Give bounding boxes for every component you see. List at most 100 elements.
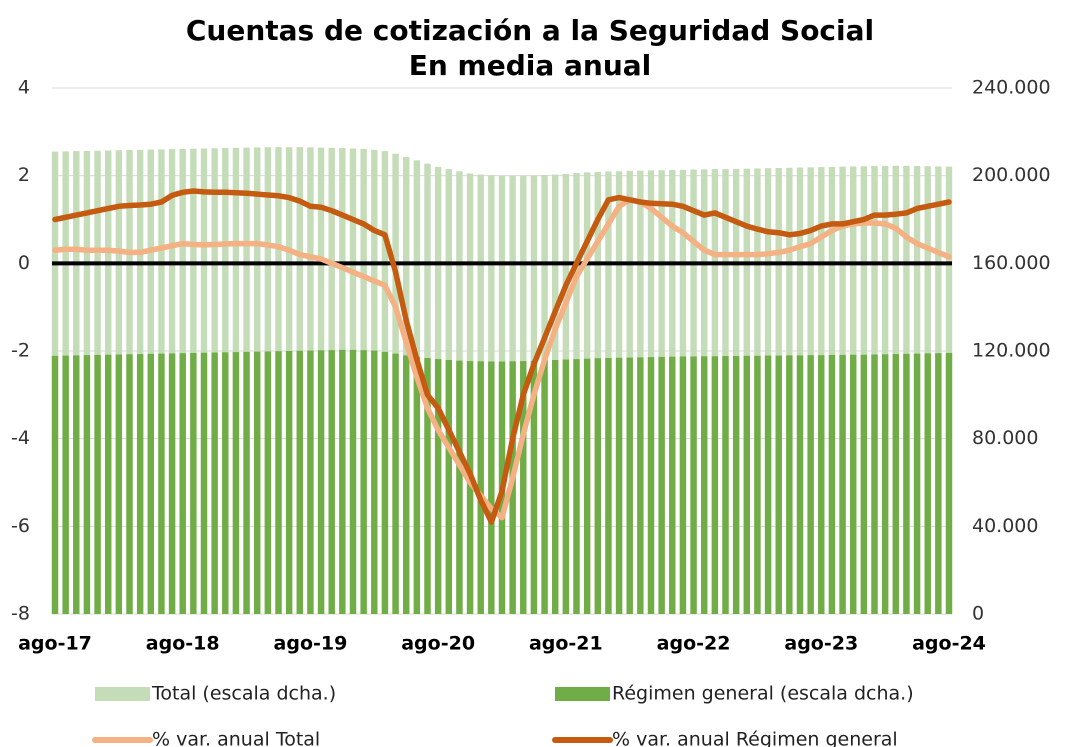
bar (711, 356, 719, 614)
bar (73, 355, 80, 614)
x-tick-label: ago-19 (274, 633, 348, 655)
bar (701, 356, 708, 614)
bar (307, 350, 314, 614)
bar (403, 355, 410, 614)
bar (254, 351, 261, 614)
bar (860, 354, 868, 614)
bar (371, 350, 378, 614)
y-tick-label: 0 (18, 252, 30, 274)
bar (573, 359, 580, 614)
x-tick-label: ago-17 (18, 633, 92, 655)
bar (828, 354, 836, 614)
bar (445, 359, 452, 614)
x-tick-label: ago-20 (401, 633, 475, 655)
y-tick-label: 4 (18, 77, 30, 99)
y2-tick-label: 0 (972, 603, 984, 625)
bar (232, 352, 240, 614)
bar (285, 351, 293, 614)
bar (850, 354, 857, 614)
bar (807, 355, 814, 614)
bar (413, 356, 421, 614)
bar (83, 355, 91, 614)
y-tick-label: -2 (11, 340, 30, 362)
legend-label: Total (escala dcha.) (151, 683, 336, 705)
x-tick-label: ago-22 (657, 633, 731, 655)
y-tick-label: -6 (11, 515, 30, 537)
bar (456, 360, 463, 614)
bar (626, 357, 633, 614)
bar (488, 361, 495, 614)
x-tick-label: ago-23 (784, 633, 858, 655)
bar (913, 353, 921, 614)
legend-swatch (555, 687, 610, 701)
y2-tick-label: 40.000 (972, 515, 1038, 537)
chart-subtitle: En media anual (409, 49, 652, 82)
line (52, 197, 952, 521)
y-tick-label: 2 (18, 164, 30, 186)
legend-swatch (95, 687, 150, 701)
bar (871, 354, 878, 614)
bar (158, 353, 165, 614)
bar (562, 359, 570, 614)
bar (669, 356, 676, 614)
chart-title: Cuentas de cotización a la Seguridad Soc… (186, 14, 874, 47)
bar (786, 355, 793, 614)
y-tick-label: -4 (11, 427, 30, 449)
bar (136, 354, 144, 614)
bar (168, 353, 176, 614)
bar (434, 359, 442, 614)
bar (520, 361, 527, 614)
bar (647, 357, 655, 614)
bar (222, 352, 229, 614)
x-tick-label: ago-18 (146, 633, 220, 655)
bar (605, 358, 612, 614)
x-tick-label: ago-21 (529, 633, 603, 655)
bar (839, 354, 846, 614)
y2-tick-label: 200.000 (972, 164, 1051, 186)
bar (179, 353, 186, 614)
bar (328, 350, 335, 614)
bar (126, 354, 133, 614)
bar (190, 352, 197, 614)
bar (583, 358, 591, 614)
bar (349, 349, 357, 614)
bar (690, 356, 697, 614)
y2-tick-label: 160.000 (972, 252, 1051, 274)
bar (615, 357, 623, 614)
y2-tick-label: 120.000 (972, 340, 1051, 362)
bar (392, 353, 399, 614)
bar (115, 354, 123, 614)
bar (243, 351, 250, 614)
bar (541, 360, 548, 614)
legend-label: % var. anual Total (152, 729, 320, 747)
bar (530, 360, 538, 614)
bar (200, 352, 208, 614)
bar (339, 349, 346, 614)
y2-tick-label: 240.000 (972, 77, 1051, 99)
bar (775, 355, 782, 614)
bar (722, 356, 729, 614)
x-tick-label: ago-24 (912, 633, 986, 655)
bar (381, 351, 389, 614)
bar (892, 354, 899, 614)
bar (552, 359, 559, 614)
bar (637, 357, 644, 614)
bar (466, 361, 474, 614)
legend-label: % var. anual Régimen general (612, 729, 898, 747)
bar (732, 356, 740, 614)
bar (424, 358, 431, 614)
bar (147, 353, 154, 614)
bar (743, 355, 750, 614)
legend-label: Régimen general (escala dcha.) (612, 683, 914, 705)
bar (477, 361, 484, 614)
bar (296, 350, 303, 614)
bar (51, 355, 59, 614)
bar (945, 352, 953, 614)
bar (924, 353, 931, 614)
bar (317, 350, 325, 614)
bar (211, 352, 218, 614)
y2-tick-label: 80.000 (972, 427, 1038, 449)
line (52, 188, 952, 525)
bar (264, 351, 272, 614)
